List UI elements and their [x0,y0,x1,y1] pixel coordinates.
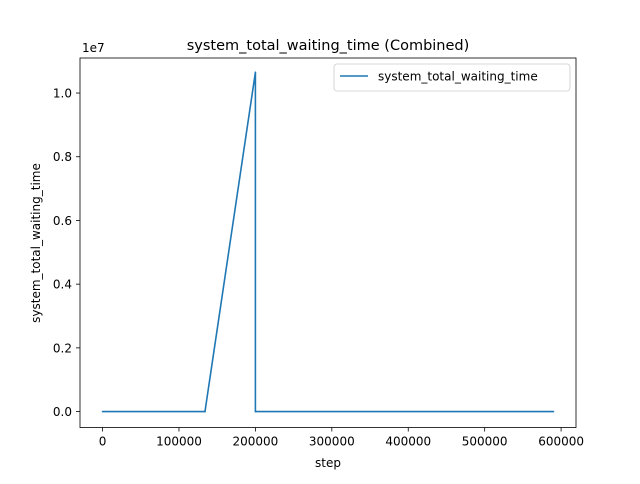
y-tick-label: 1.0 [53,87,72,101]
legend-box [333,63,571,92]
y-tick-label: 0.8 [53,150,72,164]
y-tick-label: 0.6 [53,214,72,228]
legend-label: system_total_waiting_time [378,70,538,84]
x-tick-label: 400000 [385,435,431,449]
y-tick-label: 0.0 [53,405,72,419]
x-tick-label: 0 [99,435,107,449]
data-point [254,410,257,413]
y-tick-label: 0.2 [53,341,72,355]
x-tick-label: 200000 [232,435,278,449]
data-point [552,410,555,413]
data-point [254,71,257,74]
plot-frame [79,57,577,428]
chart-title: system_total_waiting_time (Combined) [187,38,470,54]
x-tick-label: 300000 [309,435,355,449]
x-tick-label: 500000 [462,435,508,449]
x-tick-label: 100000 [156,435,202,449]
y-tick-label: 0.4 [53,278,72,292]
series-layer [101,71,555,413]
legend: system_total_waiting_time [333,63,571,92]
data-point [204,410,206,413]
y-axis-offset-label: 1e7 [82,41,105,55]
x-tick-label: 600000 [538,435,584,449]
x-axis-label: step [315,456,341,470]
data-point [101,410,104,413]
y-axis-label: system_total_waiting_time [29,163,43,323]
